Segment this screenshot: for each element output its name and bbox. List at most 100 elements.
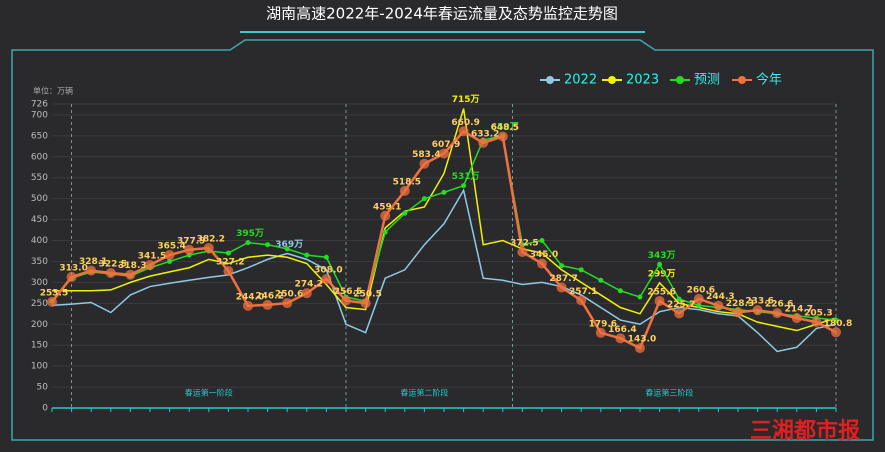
point [380, 210, 391, 221]
point [304, 252, 310, 258]
point [243, 300, 253, 311]
legend-label: 今年 [756, 72, 782, 88]
point [323, 254, 329, 260]
point [86, 265, 97, 276]
value-label: 205.3 [804, 309, 832, 319]
y-tick-label: 600 [31, 152, 48, 162]
y-tick-label: 250 [31, 299, 48, 309]
point [578, 267, 584, 273]
point [615, 333, 626, 344]
y-tick-label: 450 [31, 215, 48, 225]
y-tick-label: 700 [31, 110, 48, 120]
y-tick-label: 726 [31, 100, 48, 110]
value-label: 343万 [648, 250, 676, 261]
y-tick-label: 0 [42, 404, 48, 414]
value-label: 143.0 [628, 335, 656, 345]
point [676, 296, 682, 302]
point [635, 343, 645, 354]
value-label: 179.6 [589, 319, 617, 329]
point [421, 196, 427, 202]
point [265, 242, 271, 248]
point [125, 269, 136, 280]
value-label: 660.9 [451, 118, 479, 128]
value-label: 459.1 [373, 202, 401, 212]
point [245, 240, 251, 246]
value-label: 377.9 [177, 236, 205, 246]
value-label: 274.2 [295, 280, 323, 290]
value-label: 633.2 [471, 129, 499, 139]
point [811, 317, 822, 328]
point [595, 327, 606, 338]
point [223, 265, 234, 276]
value-label: 253.5 [40, 288, 68, 298]
value-label: 244.3 [706, 292, 734, 302]
point [833, 317, 839, 323]
y-tick-label: 200 [31, 320, 48, 330]
point [693, 293, 704, 304]
point [537, 258, 547, 269]
point [556, 282, 567, 293]
y-tick-label: 500 [31, 194, 48, 204]
value-label: 395万 [236, 228, 264, 239]
point [66, 271, 77, 282]
point [105, 267, 116, 278]
value-label: 318.3 [118, 261, 146, 271]
point [402, 210, 408, 216]
point [47, 296, 57, 307]
value-label: 382.2 [197, 234, 225, 244]
value-label: 313.0 [59, 263, 87, 273]
y-tick-label: 350 [31, 257, 48, 267]
legend-marker [608, 76, 616, 84]
point [145, 260, 155, 271]
series-line [51, 188, 837, 353]
value-label: 166.4 [608, 325, 636, 335]
point [791, 313, 802, 324]
value-label: 299万 [648, 268, 676, 279]
point [654, 295, 665, 306]
point [674, 308, 685, 319]
value-label: 308.0 [314, 266, 342, 276]
value-label: 341.5 [138, 252, 166, 262]
point [164, 249, 175, 260]
value-label: 228.3 [726, 299, 754, 309]
point [419, 158, 430, 169]
point [461, 183, 467, 189]
phase-label: 春运第一阶段 [185, 388, 233, 398]
value-label: 650万 [491, 121, 519, 132]
series-line [52, 108, 837, 332]
point [441, 189, 447, 195]
legend-marker [676, 76, 684, 84]
point [203, 242, 214, 253]
point [772, 308, 783, 319]
point [458, 126, 469, 137]
value-label: 531万 [452, 171, 480, 182]
y-tick-label: 400 [31, 236, 48, 246]
point [225, 250, 231, 256]
value-label: 322.5 [99, 259, 127, 269]
point [576, 295, 587, 306]
value-label: 225.7 [667, 300, 695, 310]
value-label: 260.6 [687, 285, 715, 295]
value-label: 226.6 [765, 300, 793, 310]
value-label: 256.5 [334, 287, 362, 297]
point [439, 148, 449, 159]
value-label: 327.2 [216, 257, 244, 267]
point [184, 244, 195, 255]
value-label: 583.4 [412, 150, 440, 160]
value-label: 287.7 [549, 274, 577, 284]
y-tick-label: 650 [31, 131, 48, 141]
value-label: 518.5 [393, 177, 421, 187]
value-label: 250.6 [275, 290, 303, 300]
value-label: 214.7 [785, 305, 813, 315]
y-tick-label: 150 [31, 341, 48, 351]
value-label: 180.8 [824, 319, 852, 329]
watermark: 三湘都市报 [750, 418, 860, 444]
value-label: 328.1 [79, 257, 107, 267]
value-label: 246.2 [255, 291, 283, 301]
point [341, 295, 351, 306]
value-label: 369万 [275, 239, 303, 250]
y-tick-label: 50 [37, 383, 49, 393]
value-label: 715万 [452, 94, 480, 105]
legend-label: 预测 [694, 73, 720, 88]
point [713, 300, 724, 311]
